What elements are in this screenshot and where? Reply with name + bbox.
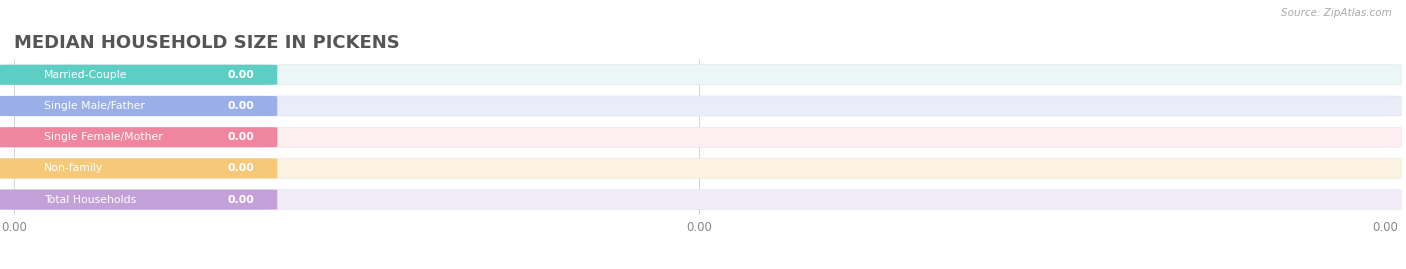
Text: Single Male/Father: Single Male/Father	[44, 101, 145, 111]
Text: Non-family: Non-family	[44, 163, 104, 174]
FancyBboxPatch shape	[0, 158, 1402, 178]
Text: 0.00: 0.00	[228, 70, 254, 80]
Text: Married-Couple: Married-Couple	[44, 70, 128, 80]
FancyBboxPatch shape	[0, 65, 1402, 85]
FancyBboxPatch shape	[0, 190, 1402, 210]
FancyBboxPatch shape	[0, 65, 277, 85]
Text: Single Female/Mother: Single Female/Mother	[44, 132, 163, 142]
FancyBboxPatch shape	[0, 190, 277, 210]
Text: 0.00: 0.00	[228, 101, 254, 111]
Text: 0.00: 0.00	[228, 194, 254, 205]
Text: 0.00: 0.00	[228, 132, 254, 142]
Text: Total Households: Total Households	[44, 194, 136, 205]
Text: 0.00: 0.00	[228, 163, 254, 174]
FancyBboxPatch shape	[0, 96, 1402, 116]
FancyBboxPatch shape	[0, 127, 277, 147]
Text: Source: ZipAtlas.com: Source: ZipAtlas.com	[1281, 8, 1392, 18]
FancyBboxPatch shape	[0, 127, 1402, 147]
FancyBboxPatch shape	[0, 96, 277, 116]
FancyBboxPatch shape	[0, 158, 277, 178]
Text: MEDIAN HOUSEHOLD SIZE IN PICKENS: MEDIAN HOUSEHOLD SIZE IN PICKENS	[14, 34, 399, 52]
